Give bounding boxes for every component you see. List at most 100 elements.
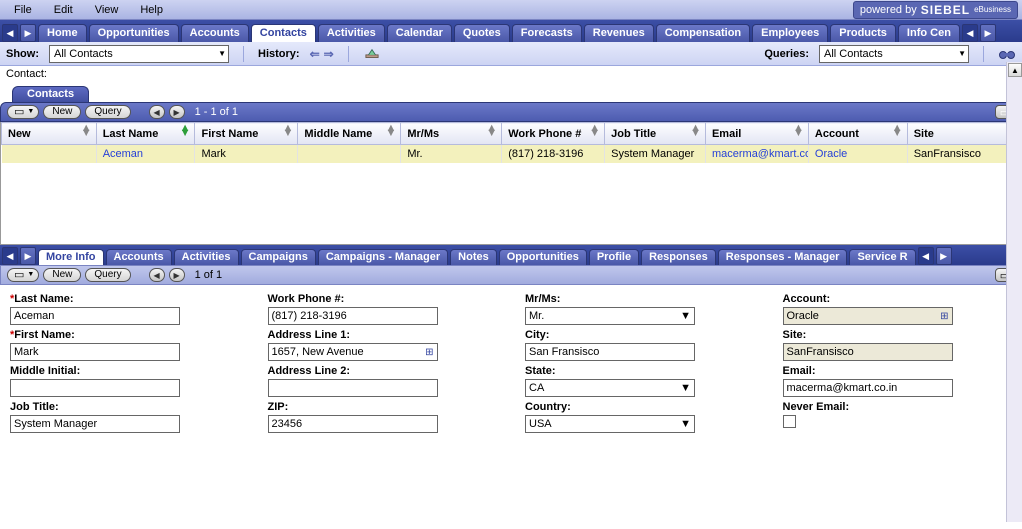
pick-icon[interactable]: ⊞: [425, 347, 433, 358]
nav-scroll-right-icon[interactable]: ◀: [962, 24, 978, 42]
vertical-scrollbar[interactable]: ▲: [1006, 62, 1022, 522]
col-new[interactable]: New▲▼: [2, 123, 97, 145]
input-email[interactable]: macerma@kmart.co.in: [783, 379, 953, 397]
input-middle[interactable]: [10, 379, 180, 397]
nav-scroll-left2-icon[interactable]: ▶: [20, 24, 36, 42]
value-account: Oracle: [787, 310, 819, 322]
list-prev-icon[interactable]: ◀: [149, 105, 165, 119]
input-addr2[interactable]: [268, 379, 438, 397]
cell-phone: (817) 218-3196: [502, 145, 605, 163]
col-mr-ms[interactable]: Mr/Ms▲▼: [401, 123, 502, 145]
menu-file[interactable]: File: [4, 2, 42, 18]
cell-last[interactable]: Aceman: [96, 145, 195, 163]
input-country[interactable]: USA▼: [525, 415, 695, 433]
form-query-button[interactable]: Query: [85, 268, 130, 282]
input-account[interactable]: Oracle ⊞: [783, 307, 953, 325]
nav-tab-products[interactable]: Products: [830, 24, 896, 42]
col-middle-name[interactable]: Middle Name▲▼: [298, 123, 401, 145]
subtab-scroll-right2-icon[interactable]: ▶: [936, 247, 952, 265]
nav-tab-quotes[interactable]: Quotes: [454, 24, 510, 42]
col-work-phone-[interactable]: Work Phone #▲▼: [502, 123, 605, 145]
col-first-name[interactable]: First Name▲▼: [195, 123, 298, 145]
list-applet-body: New▲▼Last Name▲▼First Name▲▼Middle Name▲…: [0, 122, 1022, 245]
site-map-icon[interactable]: [363, 46, 381, 62]
input-first-name[interactable]: Mark: [10, 343, 180, 361]
subtab-scroll-left2-icon[interactable]: ▶: [20, 247, 36, 265]
cell-mrms: Mr.: [401, 145, 502, 163]
nav-tab-opportunities[interactable]: Opportunities: [89, 24, 179, 42]
input-state[interactable]: CA▼: [525, 379, 695, 397]
checkbox-never-email[interactable]: [783, 415, 796, 428]
col-last-name[interactable]: Last Name▲▼: [96, 123, 195, 145]
form-new-button[interactable]: New: [43, 268, 81, 282]
subtab-more-info[interactable]: More Info: [38, 249, 104, 265]
cell-account[interactable]: Oracle: [808, 145, 907, 163]
subtab-responses[interactable]: Responses: [641, 249, 716, 265]
nav-scroll-right2-icon[interactable]: ▶: [980, 24, 996, 42]
input-job-title[interactable]: System Manager: [10, 415, 180, 433]
nav-tab-contacts[interactable]: Contacts: [251, 24, 316, 42]
history-back-icon[interactable]: ⇐: [310, 47, 320, 61]
subtab-profile[interactable]: Profile: [589, 249, 639, 265]
pick-icon[interactable]: ⊞: [940, 311, 948, 322]
table-row[interactable]: AcemanMarkMr.(817) 218-3196System Manage…: [2, 145, 1021, 163]
col-email[interactable]: Email▲▼: [705, 123, 808, 145]
field-state: State:CA▼: [525, 365, 755, 397]
input-work-phone[interactable]: (817) 218-3196: [268, 307, 438, 325]
list-applet-tab[interactable]: Contacts: [12, 86, 89, 102]
find-icon[interactable]: [998, 46, 1016, 62]
input-zip[interactable]: 23456: [268, 415, 438, 433]
history-fwd-icon[interactable]: ⇒: [324, 47, 334, 61]
subtab-service-r[interactable]: Service R: [849, 249, 915, 265]
nav-tab-employees[interactable]: Employees: [752, 24, 828, 42]
col-job-title[interactable]: Job Title▲▼: [605, 123, 706, 145]
list-new-button[interactable]: New: [43, 105, 81, 119]
subtab-accounts[interactable]: Accounts: [106, 249, 172, 265]
nav-tab-info-cen[interactable]: Info Cen: [898, 24, 960, 42]
nav-tab-compensation[interactable]: Compensation: [656, 24, 750, 42]
powered-suffix: eBusiness: [974, 5, 1011, 14]
subtab-notes[interactable]: Notes: [450, 249, 497, 265]
input-mrms[interactable]: Mr.▼: [525, 307, 695, 325]
cell-email[interactable]: macerma@kmart.co: [705, 145, 808, 163]
input-addr1[interactable]: 1657, New Avenue⊞: [268, 343, 438, 361]
form-next-icon[interactable]: ▶: [169, 268, 185, 282]
queries-dropdown[interactable]: All Contacts ▼: [819, 45, 969, 63]
input-site[interactable]: SanFransisco: [783, 343, 953, 361]
subtab-responses-manager[interactable]: Responses - Manager: [718, 249, 848, 265]
subtab-scroll-left-icon[interactable]: ◀: [2, 247, 18, 265]
nav-tab-activities[interactable]: Activities: [318, 24, 385, 42]
label-city: City:: [525, 329, 755, 341]
chevron-down-icon: ▼: [218, 49, 226, 58]
subtab-activities[interactable]: Activities: [174, 249, 239, 265]
list-menu-button[interactable]: ▭▼: [7, 105, 39, 119]
menu-help[interactable]: Help: [130, 2, 173, 18]
field-never-email: Never Email:: [783, 401, 1013, 433]
subtab-campaigns[interactable]: Campaigns: [241, 249, 316, 265]
input-last-name[interactable]: Aceman: [10, 307, 180, 325]
subtab-scroll-right-icon[interactable]: ◀: [918, 247, 934, 265]
field-work-phone: Work Phone #:(817) 218-3196: [268, 293, 498, 325]
list-query-button[interactable]: Query: [85, 105, 130, 119]
nav-tab-home[interactable]: Home: [38, 24, 87, 42]
nav-tab-accounts[interactable]: Accounts: [181, 24, 249, 42]
subtab-campaigns-manager[interactable]: Campaigns - Manager: [318, 249, 448, 265]
show-value: All Contacts: [54, 48, 113, 60]
list-next-icon[interactable]: ▶: [169, 105, 185, 119]
form-menu-button[interactable]: ▭▼: [7, 268, 39, 282]
menu-edit[interactable]: Edit: [44, 2, 83, 18]
menu-view[interactable]: View: [85, 2, 129, 18]
field-mrms: Mr/Ms:Mr.▼: [525, 293, 755, 325]
form-prev-icon[interactable]: ◀: [149, 268, 165, 282]
nav-scroll-left-icon[interactable]: ◀: [2, 24, 18, 42]
scroll-up-icon[interactable]: ▲: [1008, 63, 1022, 77]
col-account[interactable]: Account▲▼: [808, 123, 907, 145]
show-dropdown[interactable]: All Contacts ▼: [49, 45, 229, 63]
field-city: City: San Fransisco: [525, 329, 755, 361]
col-site[interactable]: Site▲▼: [907, 123, 1020, 145]
nav-tab-calendar[interactable]: Calendar: [387, 24, 452, 42]
subtab-opportunities[interactable]: Opportunities: [499, 249, 587, 265]
nav-tab-forecasts[interactable]: Forecasts: [512, 24, 582, 42]
input-city[interactable]: San Fransisco: [525, 343, 695, 361]
nav-tab-revenues[interactable]: Revenues: [584, 24, 654, 42]
